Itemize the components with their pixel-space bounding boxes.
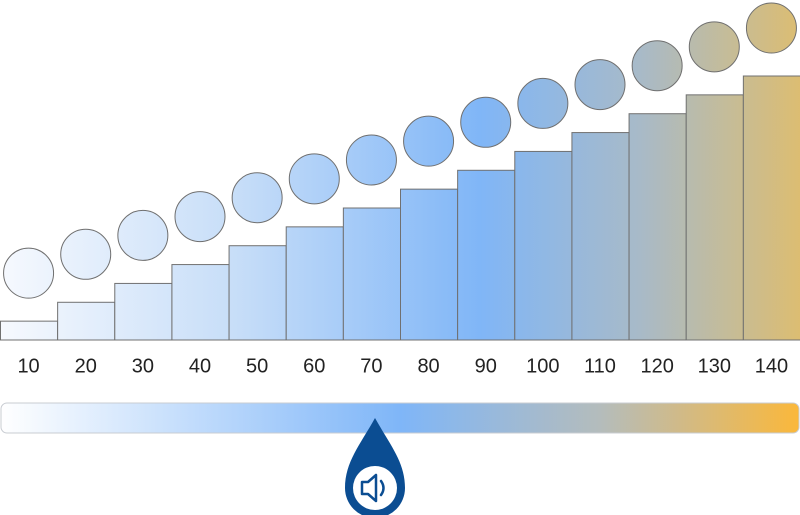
- bar: [571, 132, 630, 341]
- bar: [228, 245, 287, 341]
- value-label: 30: [132, 355, 154, 377]
- icon-badge: [117, 209, 169, 261]
- bar: [685, 94, 744, 341]
- value-label: 70: [360, 355, 382, 377]
- bars: 10 20 30 40 50 60 70 80 90 100 110 120 130 140: [0, 2, 800, 377]
- value-label: 100: [526, 355, 559, 377]
- icon-badge: [60, 228, 112, 280]
- value-label: 80: [417, 355, 439, 377]
- icon-badge: [688, 21, 740, 73]
- value-label: 130: [698, 355, 731, 377]
- icon-badge: [345, 134, 397, 186]
- bar: [742, 75, 800, 341]
- icon-badge: [403, 115, 455, 167]
- bar: [400, 188, 459, 341]
- value-label: 10: [17, 355, 39, 377]
- bar: [457, 169, 516, 341]
- value-label: 60: [303, 355, 325, 377]
- icon-badge: [745, 2, 797, 54]
- bar: [171, 264, 230, 341]
- bar: [0, 320, 59, 341]
- value-label: 140: [755, 355, 788, 377]
- icon-badge: [574, 59, 626, 111]
- bar: [514, 150, 573, 341]
- bar: [342, 207, 402, 341]
- value-label: 90: [475, 355, 497, 377]
- icon-badge: [174, 191, 226, 243]
- icon-badge: [288, 153, 340, 205]
- bar: [57, 301, 116, 341]
- icon-badge: [631, 40, 683, 92]
- bar: [114, 282, 173, 341]
- icon-badge: [517, 77, 569, 129]
- sound-marker: [345, 418, 405, 515]
- bar: [628, 113, 687, 341]
- bar: [285, 226, 344, 341]
- value-label: 50: [246, 355, 268, 377]
- level-strip: [0, 402, 800, 434]
- icon-badge: [460, 96, 512, 148]
- value-label: 120: [640, 355, 673, 377]
- value-label: 20: [75, 355, 97, 377]
- icon-badge: [231, 172, 283, 224]
- icon-badge: [3, 247, 55, 299]
- value-label: 110: [584, 355, 616, 377]
- value-label: 40: [189, 355, 211, 377]
